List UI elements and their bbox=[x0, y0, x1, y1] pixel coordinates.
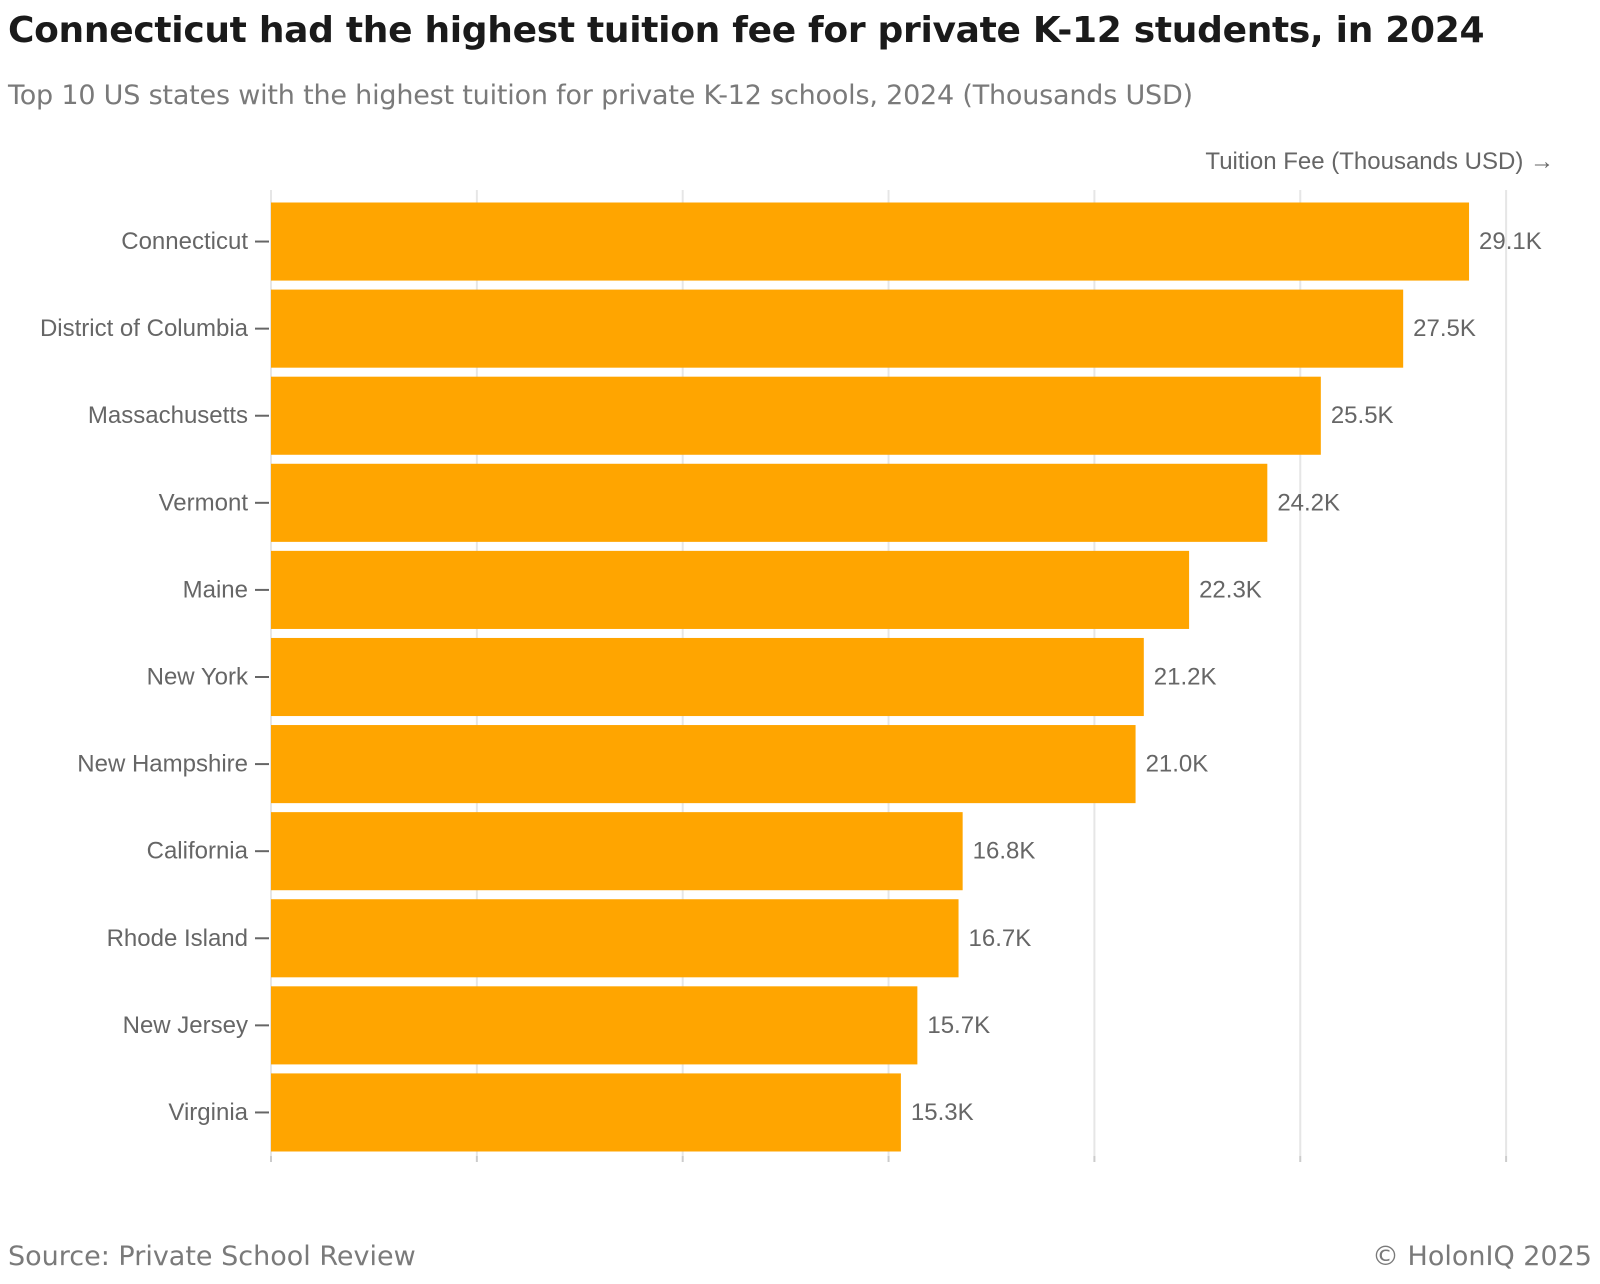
bar-connecticut bbox=[271, 202, 1470, 281]
value-label: 21.2K bbox=[1154, 664, 1217, 691]
category-label: Vermont bbox=[159, 489, 249, 516]
bar-new-jersey bbox=[271, 986, 918, 1065]
bar-california bbox=[271, 812, 963, 891]
category-label: Virginia bbox=[168, 1099, 248, 1126]
bar-chart: Connecticut 29.1K District of Columbia 27.5… bbox=[40, 190, 1542, 1162]
value-label: 25.5K bbox=[1331, 402, 1394, 429]
bar-vermont bbox=[271, 463, 1268, 542]
category-label: New Hampshire bbox=[77, 751, 248, 778]
category-label: New York bbox=[147, 664, 249, 691]
bar-rhode-island bbox=[271, 899, 959, 978]
bar-virginia bbox=[271, 1073, 901, 1152]
category-label: Maine bbox=[183, 576, 248, 603]
value-label: 27.5K bbox=[1413, 315, 1476, 342]
category-label: California bbox=[147, 838, 249, 865]
category-label: Connecticut bbox=[121, 228, 248, 255]
labels: Connecticut 29.1K District of Columbia 27.5… bbox=[40, 228, 1542, 1126]
value-label: 16.8K bbox=[973, 838, 1036, 865]
bar-district-of-columbia bbox=[271, 289, 1404, 368]
value-label: 22.3K bbox=[1199, 576, 1262, 603]
source-note: Source: Private School Review bbox=[8, 1241, 416, 1272]
chart-subtitle: Top 10 US states with the highest tuitio… bbox=[8, 80, 1193, 111]
value-label: 15.7K bbox=[927, 1012, 990, 1039]
copyright-note: © HolonIQ 2025 bbox=[1371, 1241, 1592, 1272]
chart-title: Connecticut had the highest tuition fee … bbox=[8, 10, 1485, 51]
category-label: Rhode Island bbox=[107, 925, 248, 952]
value-label: 24.2K bbox=[1277, 489, 1340, 516]
bar-new-york bbox=[271, 637, 1144, 717]
value-label: 16.7K bbox=[969, 925, 1032, 952]
bar-massachusetts bbox=[271, 376, 1321, 455]
value-label: 29.1K bbox=[1479, 228, 1542, 255]
bar-maine bbox=[271, 550, 1190, 629]
category-label: Massachusetts bbox=[88, 402, 248, 429]
x-axis-title: Tuition Fee (Thousands USD) → bbox=[1205, 148, 1554, 175]
bar-new-hampshire bbox=[271, 725, 1136, 804]
bars bbox=[271, 202, 1470, 1152]
value-label: 15.3K bbox=[911, 1099, 974, 1126]
category-label: New Jersey bbox=[123, 1012, 248, 1039]
category-label: District of Columbia bbox=[40, 315, 249, 342]
value-label: 21.0K bbox=[1146, 751, 1209, 778]
